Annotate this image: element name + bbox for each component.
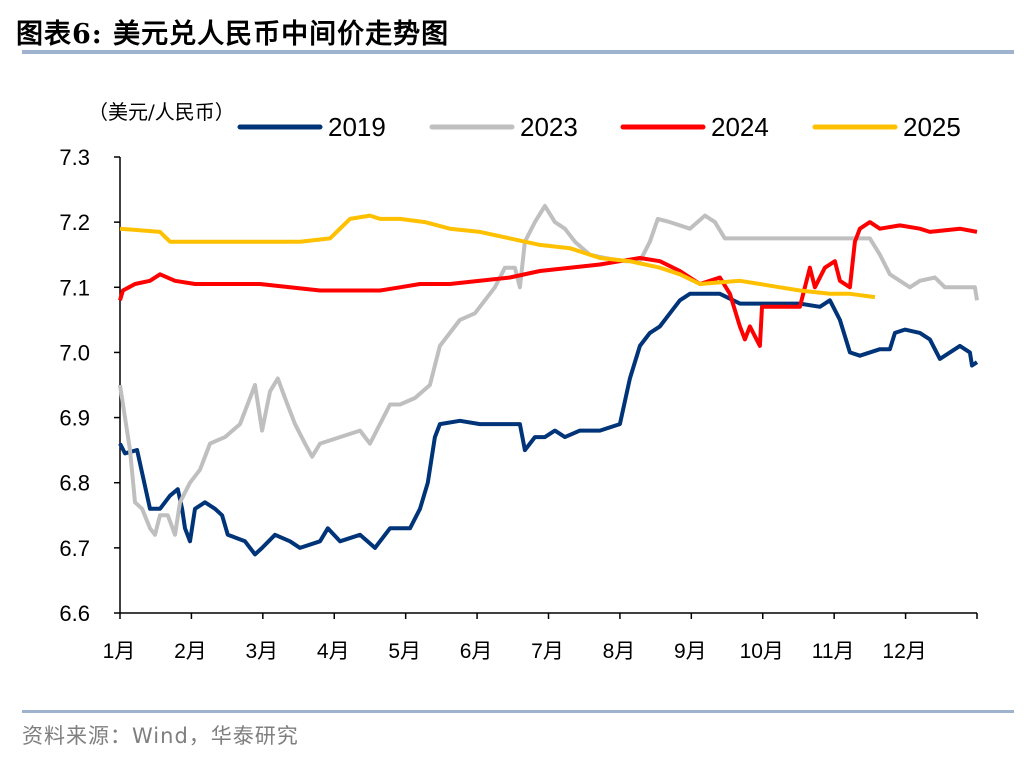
source-divider [22, 710, 1014, 713]
x-tick-label: 9月 [674, 640, 707, 663]
legend: 2019 2023 2024 2025 [237, 112, 961, 142]
x-tick-label: 7月 [531, 640, 564, 663]
legend-label-2025: 2025 [903, 112, 961, 142]
legend-label-2024: 2024 [711, 112, 769, 142]
series-2019-line [118, 291, 979, 557]
x-tick-label: 12月 [882, 640, 926, 663]
series-2023-line [118, 203, 979, 537]
y-tick-label: 6.8 [59, 471, 90, 496]
title-divider [22, 50, 1014, 54]
figure-title: 图表6: 美元兑人民币中间价走势图 [16, 19, 450, 50]
y-tick-label: 7.1 [59, 275, 90, 300]
source-note: 资料来源：Wind，华泰研究 [22, 724, 299, 748]
series-2025-line [119, 213, 876, 300]
x-tick-label: 10月 [740, 640, 784, 663]
y-tick-label: 6.7 [59, 536, 90, 561]
legend-label-2023: 2023 [520, 112, 578, 142]
x-tick-label: 8月 [603, 640, 636, 663]
x-tick-label: 1月 [103, 640, 136, 663]
x-tick-label: 2月 [174, 640, 207, 663]
y-tick-label: 7.3 [59, 145, 90, 170]
legend-label-2019: 2019 [328, 112, 386, 142]
y-axis-label: （美元/人民币） [88, 100, 235, 124]
series-lines [118, 203, 979, 557]
x-tick-label: 5月 [388, 640, 421, 663]
x-tick-label: 4月 [317, 640, 350, 663]
axes: 6.6 6.7 6.8 6.9 7.0 7.1 7.2 7.3 1月 2月 3月 4月 5月 6月 7月 8月… [59, 145, 978, 663]
y-tick-label: 7.2 [59, 210, 90, 235]
x-tick-label: 6月 [460, 640, 493, 663]
x-tick-label: 3月 [245, 640, 278, 663]
y-tick-label: 6.6 [59, 601, 90, 626]
series-2024-line [118, 220, 978, 348]
y-tick-label: 6.9 [59, 406, 90, 431]
x-tick-label: 11月 [812, 640, 855, 663]
y-tick-label: 7.0 [59, 340, 90, 365]
